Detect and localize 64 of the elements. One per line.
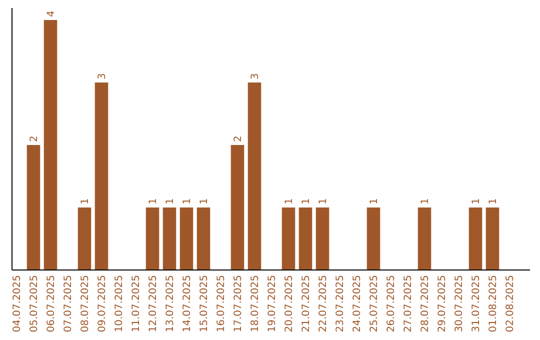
data-label: 1 [301, 198, 312, 204]
x-tick-label: 25.07.2025 [369, 275, 380, 332]
bar [180, 208, 194, 270]
x-tick-label: 20.07.2025 [284, 275, 295, 332]
data-label: 3 [97, 73, 108, 80]
bar [26, 145, 40, 270]
x-tick-label: 31.07.2025 [471, 275, 482, 332]
data-label: 1 [488, 198, 499, 204]
x-tick-label: 04.07.2025 [12, 275, 23, 332]
x-tick-label: 12.07.2025 [148, 275, 159, 332]
bar [282, 208, 296, 270]
bar [162, 208, 176, 270]
x-tick-label: 30.07.2025 [454, 275, 465, 332]
x-tick-label: 11.07.2025 [131, 275, 142, 332]
x-tick-label: 28.07.2025 [420, 275, 431, 332]
bar [44, 20, 58, 270]
x-tick-label: 01.08.2025 [488, 275, 499, 332]
x-tick-label: 18.07.2025 [250, 275, 261, 332]
data-label: 1 [165, 198, 176, 204]
bar [468, 208, 482, 270]
bar [418, 208, 432, 270]
x-tick-label: 16.07.2025 [216, 275, 227, 332]
bar [248, 82, 262, 270]
x-tick-label: 02.08.2025 [505, 275, 516, 332]
data-label: 1 [182, 198, 193, 204]
x-tick-label: 21.07.2025 [301, 275, 312, 332]
bar [230, 145, 244, 270]
bar [486, 208, 500, 270]
x-tick-label: 26.07.2025 [386, 275, 397, 332]
x-tick-label: 13.07.2025 [165, 275, 176, 332]
bar [366, 208, 380, 270]
x-tick-label: 22.07.2025 [318, 275, 329, 332]
x-tick-label: 17.07.2025 [233, 275, 244, 332]
bar [298, 208, 312, 270]
data-label: 1 [80, 198, 91, 204]
bar [146, 208, 160, 270]
data-label: 1 [148, 198, 159, 204]
x-tick-label: 10.07.2025 [114, 275, 125, 332]
data-label: 1 [318, 198, 329, 204]
data-label: 1 [471, 198, 482, 204]
x-tick-label: 24.07.2025 [352, 275, 363, 332]
data-label: 2 [233, 136, 244, 142]
data-label: 1 [420, 198, 431, 204]
bar [316, 208, 330, 270]
x-tick-label: 05.07.2025 [29, 275, 40, 332]
x-tick-label: 15.07.2025 [199, 275, 210, 332]
bar [196, 208, 210, 270]
x-tick-label: 27.07.2025 [403, 275, 414, 332]
x-tick-label: 23.07.2025 [335, 275, 346, 332]
x-tick-label: 29.07.2025 [437, 275, 448, 332]
x-tick-label: 07.07.2025 [63, 275, 74, 332]
bar [78, 208, 92, 270]
bar [94, 82, 108, 270]
data-label: 3 [250, 73, 261, 80]
data-label: 1 [369, 198, 380, 204]
x-tick-label: 19.07.2025 [267, 275, 278, 332]
x-tick-label: 08.07.2025 [80, 275, 91, 332]
data-label: 4 [46, 10, 57, 17]
data-label: 1 [199, 198, 210, 204]
x-tick-label: 14.07.2025 [182, 275, 193, 332]
x-tick-label: 09.07.2025 [97, 275, 108, 332]
data-label: 2 [29, 136, 40, 142]
data-label: 1 [284, 198, 295, 204]
x-tick-label: 06.07.2025 [46, 275, 57, 332]
